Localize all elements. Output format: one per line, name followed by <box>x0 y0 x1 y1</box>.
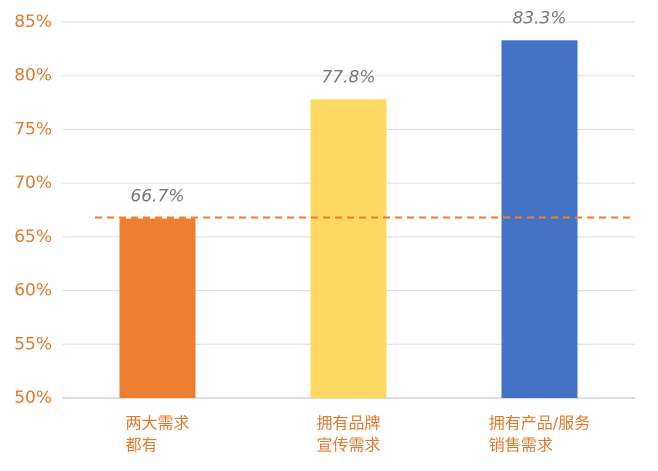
x-tick-label: 宣传需求 <box>316 436 380 455</box>
data-label: 77.8% <box>321 67 375 87</box>
y-tick-label: 65% <box>14 227 52 247</box>
x-tick-label: 两大需求 <box>125 414 189 433</box>
y-tick-label: 80% <box>14 66 52 86</box>
bar <box>501 40 578 399</box>
x-tick-label: 都有 <box>125 436 157 455</box>
data-label: 83.3% <box>512 8 566 28</box>
y-tick-label: 55% <box>14 334 52 354</box>
bar <box>310 99 387 398</box>
y-tick-label: 70% <box>14 173 52 193</box>
y-tick-label: 75% <box>14 119 52 139</box>
bar <box>119 218 196 398</box>
x-tick-label: 销售需求 <box>489 436 553 455</box>
y-tick-label: 85% <box>14 12 52 32</box>
x-tick-label: 拥有品牌 <box>316 414 380 433</box>
data-label: 66.7% <box>130 187 184 207</box>
y-tick-label: 60% <box>14 281 52 301</box>
x-tick-label: 拥有产品/服务 <box>489 414 590 433</box>
y-tick-label: 50% <box>14 388 52 408</box>
